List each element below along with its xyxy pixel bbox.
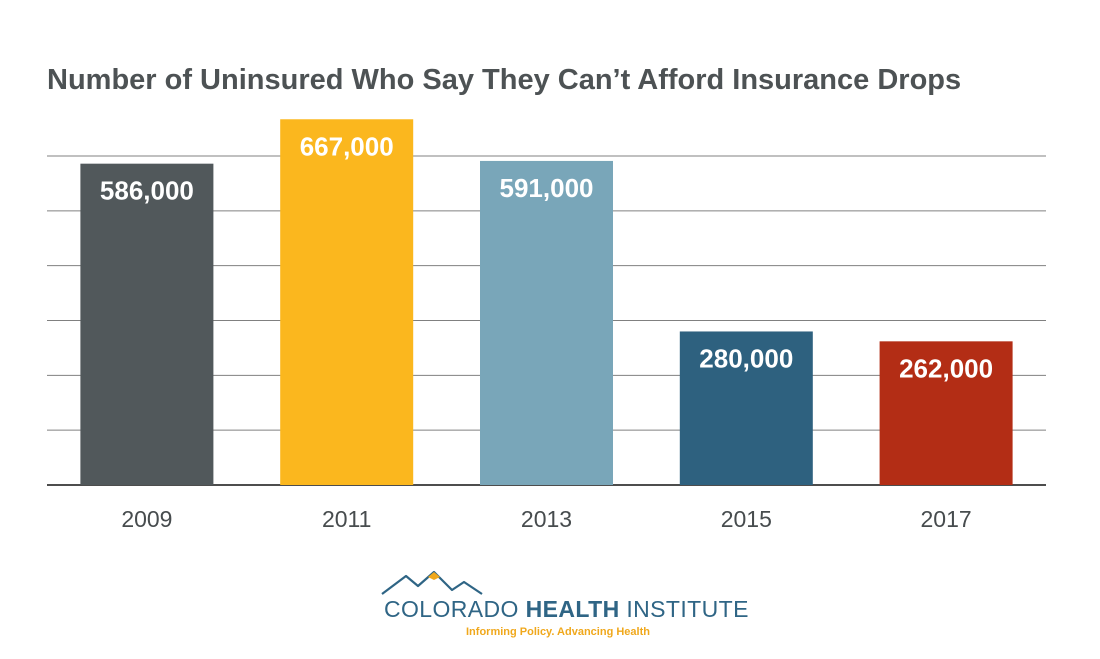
data-label-2017: 262,000 [899,353,993,383]
data-label-2015: 280,000 [699,343,793,373]
bar-2017 [879,341,1013,485]
x-tick-label-2013: 2013 [521,506,572,532]
organization-tagline: Informing Policy. Advancing Health [466,626,650,638]
org-name-part-2: HEALTH [525,596,620,622]
x-tick-label-2011: 2011 [322,506,371,532]
data-label-2013: 591,000 [500,173,594,203]
data-label-2009: 586,000 [100,176,194,206]
x-tick-label-2015: 2015 [721,506,772,532]
data-label-2011: 667,000 [300,131,394,161]
x-tick-label-2009: 2009 [121,506,172,532]
bars [80,119,1013,486]
bar-2013 [480,160,613,485]
mountain-icon [381,570,483,595]
mountain-peak-accent [428,572,440,580]
x-tick-label-2017: 2017 [921,506,972,532]
bar-chart: 586,000 667,000 591,000 280,000 262,000 2009… [47,119,1046,532]
organization-name: COLORADO HEALTH INSTITUTE [384,596,749,623]
org-name-part-1: COLORADO [384,596,526,622]
bar-2011 [280,119,414,486]
data-labels: 586,000 667,000 591,000 280,000 262,000 [100,131,993,383]
org-name-part-3: INSTITUTE [619,596,749,622]
organization-logo: COLORADO HEALTH INSTITUTE Informing Poli… [370,568,748,648]
bar-2009 [80,163,214,485]
chart-title: Number of Uninsured Who Say They Can’t A… [47,64,962,96]
x-tick-labels: 2009 2011 2013 2015 2017 [121,506,971,532]
bar-2015 [679,331,813,485]
